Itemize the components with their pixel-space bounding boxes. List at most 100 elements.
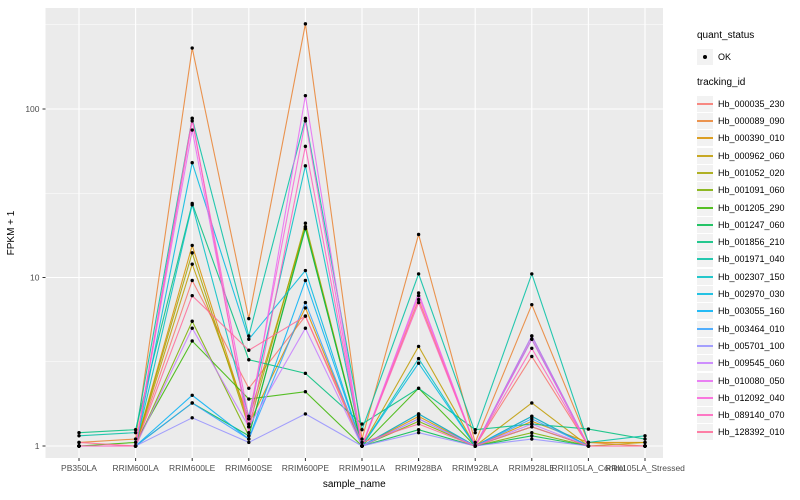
- legend-item-label: Hb_001091_060: [718, 185, 785, 196]
- legend-item-label: Hb_001971_040: [718, 254, 785, 265]
- data-point: [303, 144, 308, 149]
- series-color-line-icon: [697, 327, 713, 330]
- legend-item: Hb_003055_160: [697, 303, 799, 320]
- legend-item: Hb_012092_040: [697, 389, 799, 406]
- legend-item-label: Hb_002307_150: [718, 271, 785, 282]
- data-point: [190, 243, 194, 248]
- legend-item: Hb_001052_020: [697, 164, 799, 181]
- data-point: [416, 232, 421, 237]
- data-point: [247, 417, 251, 421]
- series-color-line-icon: [697, 258, 713, 261]
- data-point: [530, 422, 534, 426]
- data-point: [190, 128, 194, 132]
- legend-item: Hb_002970_030: [697, 286, 799, 303]
- x-tick-label: RRIM600PE: [282, 463, 330, 473]
- data-point: [530, 425, 534, 429]
- data-point: [530, 272, 534, 276]
- data-point: [190, 393, 194, 397]
- series-color-line-icon: [697, 137, 713, 140]
- y-axis-title: FPKM + 1: [6, 210, 17, 255]
- legend-title-tracking-id: tracking_id: [697, 77, 746, 89]
- legend-item-label: Hb_001856_210: [718, 237, 785, 248]
- data-point: [473, 444, 477, 448]
- data-point: [416, 356, 421, 361]
- series-color-line-icon: [697, 223, 713, 226]
- data-point: [416, 412, 421, 416]
- data-point: [586, 427, 591, 431]
- series-color-line-icon: [697, 206, 713, 209]
- data-point: [247, 397, 251, 401]
- data-point: [247, 425, 251, 429]
- data-point: [190, 416, 194, 420]
- legend-key: [697, 424, 713, 441]
- data-point: [416, 427, 421, 432]
- data-point: [416, 272, 421, 276]
- series-color-line-icon: [697, 154, 713, 157]
- data-point: [303, 116, 308, 121]
- series-color-line-icon: [697, 189, 713, 192]
- data-point: [133, 440, 138, 445]
- legend-item-label: Hb_001052_020: [718, 167, 785, 178]
- legend-item-label: Hb_005701_100: [718, 340, 785, 351]
- data-point: [190, 203, 194, 207]
- series-color-line-icon: [697, 379, 713, 382]
- data-point: [416, 386, 421, 391]
- legend-item: Hb_000390_010: [697, 130, 799, 147]
- series-color-line-icon: [697, 414, 713, 417]
- data-point: [530, 417, 534, 421]
- series-color-line-icon: [697, 344, 713, 347]
- data-point: [416, 422, 421, 426]
- data-point: [530, 346, 534, 351]
- data-point: [247, 440, 251, 445]
- data-point: [190, 119, 194, 123]
- legend-key: [697, 164, 713, 181]
- legend-key: [697, 355, 713, 372]
- series-color-line-icon: [697, 275, 713, 278]
- legend-key: [697, 234, 713, 251]
- legend-item: Hb_089140_070: [697, 407, 799, 424]
- legend-item: Hb_000962_060: [697, 147, 799, 164]
- legend-key: [697, 182, 713, 199]
- x-axis-title: sample_name: [323, 479, 386, 490]
- data-point: [247, 316, 251, 321]
- data-point: [303, 268, 308, 273]
- data-point: [303, 306, 308, 310]
- legend-item: Hb_001247_060: [697, 216, 799, 233]
- x-tick-label: RRIM901LA: [339, 463, 386, 473]
- legend-item: Hb_000089_090: [697, 113, 799, 130]
- data-point: [133, 437, 138, 441]
- series-color-line-icon: [697, 396, 713, 399]
- data-point: [133, 430, 138, 435]
- x-tick-label: RRIM928BA: [395, 463, 443, 473]
- y-tick-label: 1: [35, 441, 40, 451]
- data-point: [416, 361, 421, 365]
- series-color-line-icon: [697, 241, 713, 244]
- data-point: [303, 278, 308, 283]
- legend-key: [697, 130, 713, 147]
- x-tick-label: PB350LA: [61, 463, 97, 473]
- legend-item-label: Hb_089140_070: [718, 410, 785, 421]
- data-point: [190, 278, 194, 283]
- x-tick-label: RRII105LA_Control: [552, 463, 626, 473]
- data-point: [77, 444, 81, 448]
- series-color-line-icon: [697, 310, 713, 313]
- data-point: [360, 444, 364, 448]
- legend-item: Hb_001856_210: [697, 234, 799, 251]
- data-point: [303, 226, 308, 231]
- data-point: [303, 412, 308, 416]
- legend-key: [697, 303, 713, 320]
- legend-item: Hb_001091_060: [697, 182, 799, 199]
- data-point: [473, 430, 477, 435]
- legend: quant_status OK tracking_id Hb_000035_23…: [697, 30, 799, 441]
- legend-key: [697, 216, 713, 233]
- data-point: [530, 430, 534, 435]
- legend-key: [697, 95, 713, 112]
- data-point: [303, 390, 308, 394]
- data-point: [530, 434, 534, 438]
- legend-key: [697, 337, 713, 354]
- data-point: [247, 422, 251, 426]
- data-point: [530, 401, 534, 405]
- legend-item-label: Hb_001205_290: [718, 202, 785, 213]
